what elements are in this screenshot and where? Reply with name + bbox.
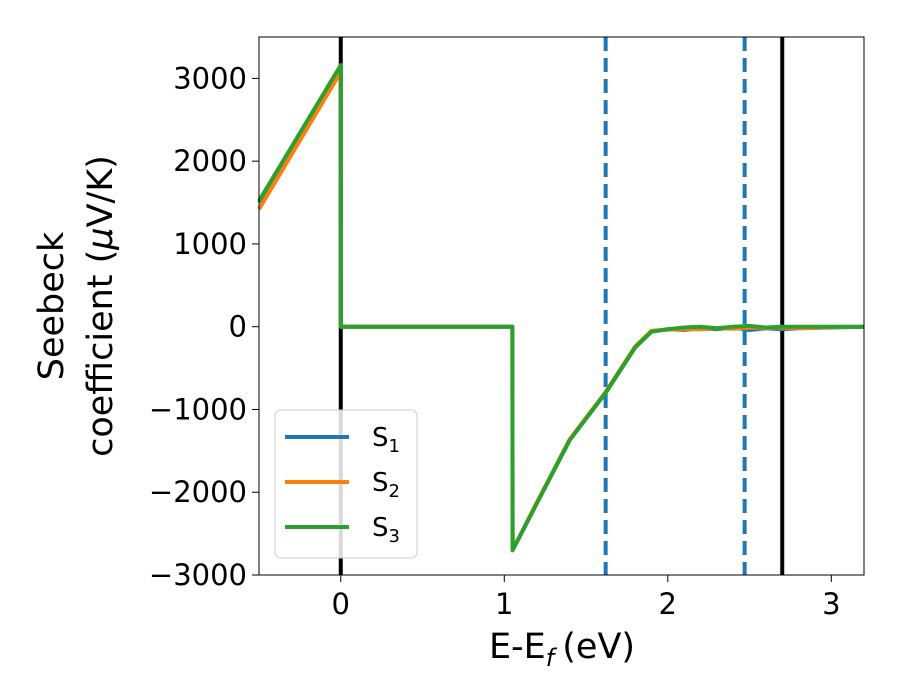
- x-tick-label: 1: [495, 587, 513, 621]
- legend-label-1: S1: [372, 423, 400, 457]
- series-line-3: [257, 63, 864, 553]
- x-tick-label: 3: [822, 587, 840, 621]
- y-axis-label-line2: coefficient (μV/K): [81, 155, 121, 457]
- y-tick-label: 3000: [173, 61, 247, 95]
- y-tick-label: −2000: [149, 475, 247, 509]
- x-axis: 0 1 2 3: [332, 575, 841, 621]
- x-tick-label: 2: [659, 587, 677, 621]
- legend-items: S1 S2 S3: [285, 423, 400, 547]
- y-axis: −3000 −2000 −1000 0 1000 2000 3000: [149, 61, 259, 592]
- legend: S1 S2 S3: [274, 409, 418, 559]
- y-axis-label-line1: Seebeck: [32, 231, 72, 380]
- y-tick-label: 2000: [173, 144, 247, 178]
- series-lines: [257, 63, 865, 553]
- legend-label-2: S2: [372, 468, 400, 502]
- y-tick-label: −3000: [149, 558, 247, 592]
- plot-frame: [258, 36, 865, 576]
- y-tick-label: 0: [229, 310, 247, 344]
- y-tick-label: 1000: [173, 227, 247, 261]
- x-axis-label-subscript: f: [546, 644, 558, 672]
- y-tick-label: −1000: [149, 392, 247, 426]
- y-axis-label-mu: μ: [81, 227, 121, 250]
- x-axis-label: E-Ef (eV): [489, 627, 635, 672]
- x-tick-label: 0: [332, 587, 350, 621]
- legend-label-3: S3: [372, 513, 400, 547]
